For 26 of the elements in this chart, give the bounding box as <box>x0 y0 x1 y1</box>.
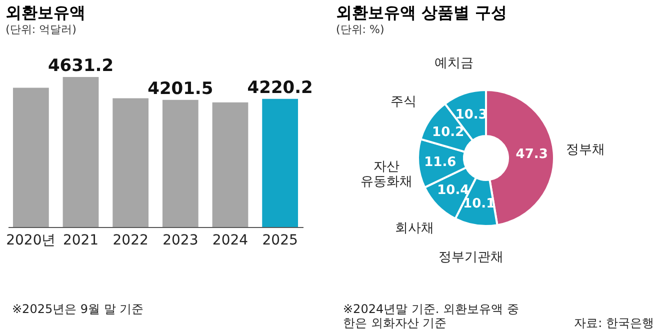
data-label: 4220.2 <box>247 78 313 98</box>
slice-label: 정부기관채 <box>438 250 504 265</box>
data-label: 4201.5 <box>148 78 214 99</box>
text: ※2024년말 기준. 외환보유액 중 한은 외화자산 기준 <box>343 302 519 330</box>
chart-subtitle: (단위: 억달러) <box>6 23 76 36</box>
slice-label: 주식 <box>390 94 417 110</box>
x-tick-label: 2021 <box>62 232 99 248</box>
x-tick-label: 2022 <box>112 232 148 248</box>
slice-label: 정부채 <box>566 142 606 158</box>
slice-label: 예치금 <box>434 56 474 72</box>
text: 자료: 한국은행 <box>574 316 654 330</box>
data-label: 4631.2 <box>48 56 114 76</box>
x-tick-label: 2023 <box>162 232 198 248</box>
x-tick-label: 2020년 <box>6 232 56 248</box>
data-label: 11.6 <box>424 154 456 170</box>
chart-title: 외환보유액 상품별 구성 <box>336 3 508 22</box>
slice-label: 자산 유동화채 <box>360 159 412 190</box>
slice-label: 회사채 <box>395 220 434 236</box>
x-tick-label: 2024 <box>212 232 248 248</box>
data-label: 10.2 <box>432 124 464 140</box>
chart-subtitle: (단위: %) <box>336 23 384 36</box>
data-label: 47.3 <box>516 147 548 162</box>
chart-title: 외환보유액 <box>6 3 86 22</box>
data-label: 10.4 <box>437 183 470 198</box>
text: ※2025년은 9월 말 기준 <box>12 302 144 316</box>
x-tick-label: 2025 <box>262 232 298 248</box>
